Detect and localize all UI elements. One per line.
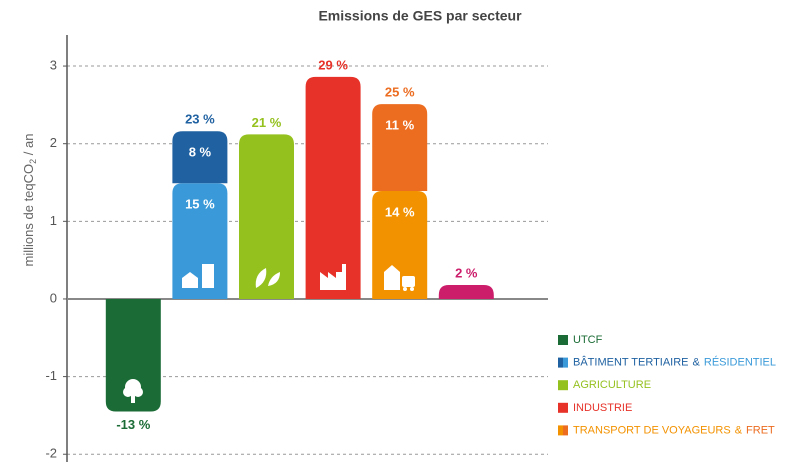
legend-label: TRANSPORT DE VOYAGEURS [573, 424, 731, 436]
segment-label: 11 % [385, 118, 414, 133]
y-label-text: millions de teqCO [21, 164, 36, 267]
legend-label: UTCF [573, 334, 603, 346]
total-label: 25 % [385, 85, 415, 100]
bar [372, 104, 428, 192]
y-tick-label: 2 [50, 135, 57, 150]
y-axis-label: millions de teqCO2 / an [21, 134, 38, 267]
bar [305, 76, 361, 299]
legend-joiner: & [693, 357, 701, 369]
legend-swatch [563, 425, 568, 436]
legend-label: RÉSIDENTIEL [704, 356, 776, 369]
segment-label: 8 % [189, 145, 212, 160]
legend-label: INDUSTRIE [573, 402, 632, 414]
legend-entry: UTCF [573, 334, 603, 346]
legend-label: FRET [746, 424, 775, 436]
legend-joiner: & [735, 424, 743, 436]
y-tick-label: -1 [45, 368, 57, 383]
legend-entry: AGRICULTURE [573, 379, 651, 391]
y-tick-label: 3 [50, 57, 57, 72]
legend-entry: BÂTIMENT TERTIAIRE & RÉSIDENTIEL [573, 356, 776, 369]
total-label: 23 % [185, 112, 215, 127]
legend-swatch [558, 402, 568, 413]
icon-house-bus [384, 265, 415, 291]
legend-label: BÂTIMENT TERTIAIRE [573, 356, 689, 369]
legend-swatch [558, 380, 568, 391]
bar-label: -13 % [116, 417, 150, 432]
legend-swatch [563, 357, 568, 368]
bar [105, 298, 161, 412]
segment-label: 14 % [385, 204, 415, 219]
legend-entry: INDUSTRIE [573, 402, 632, 414]
icon-factory [320, 264, 346, 290]
bar-label: 29 % [318, 57, 348, 72]
bar-label: 2 % [455, 265, 478, 280]
icons [123, 264, 415, 403]
legend-swatch [558, 335, 568, 345]
plot: -2 -1 0 1 2 3 -13 % 15 % 8 % 23 % 21 % 29 % 14 % 11 %… [45, 35, 548, 462]
legend-swatch [558, 357, 563, 368]
y-tick-label: 1 [50, 213, 57, 228]
segment-label: 15 % [185, 197, 215, 212]
y-label-sub: 2 [28, 159, 38, 164]
bar [438, 284, 494, 299]
bar [239, 134, 294, 299]
icon-buildings [182, 264, 214, 288]
y-tick-label: 0 [50, 290, 57, 305]
icon-tree [123, 379, 143, 403]
icon-leaves [255, 268, 280, 288]
y-tick-label: -2 [45, 446, 57, 461]
legend-swatch [558, 425, 563, 436]
bar [172, 131, 228, 184]
chart-title: Emissions de GES par secteur [318, 8, 522, 24]
legend-label: AGRICULTURE [573, 379, 651, 391]
bar-label: 21 % [252, 115, 282, 130]
y-label-after: / an [21, 134, 36, 159]
legend-entry: TRANSPORT DE VOYAGEURS & FRET [573, 424, 775, 436]
